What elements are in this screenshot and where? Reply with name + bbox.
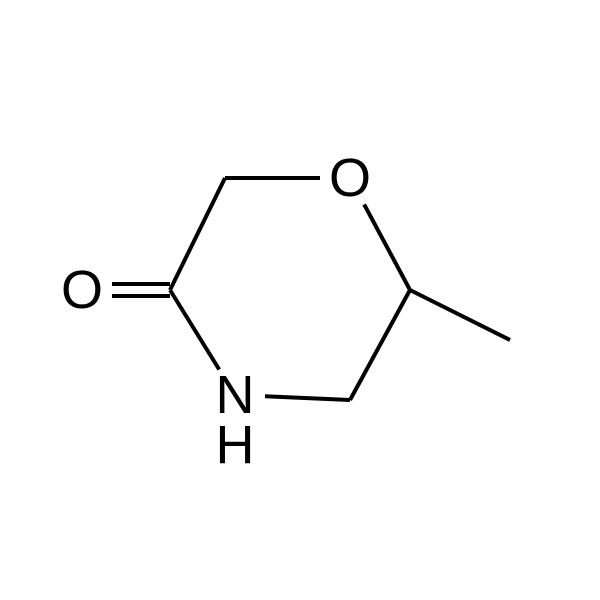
bond-line	[410, 290, 510, 340]
bond-line	[170, 290, 219, 369]
atom-label-O_keto: O	[61, 260, 103, 320]
bond-line	[265, 396, 350, 400]
bond-line	[170, 178, 225, 290]
molecule-diagram: ONHO	[0, 0, 600, 600]
bond-line	[350, 290, 410, 400]
bond-line	[364, 204, 410, 290]
atom-label-O_ring: O	[329, 148, 371, 208]
atom-label-H: H	[216, 415, 255, 475]
